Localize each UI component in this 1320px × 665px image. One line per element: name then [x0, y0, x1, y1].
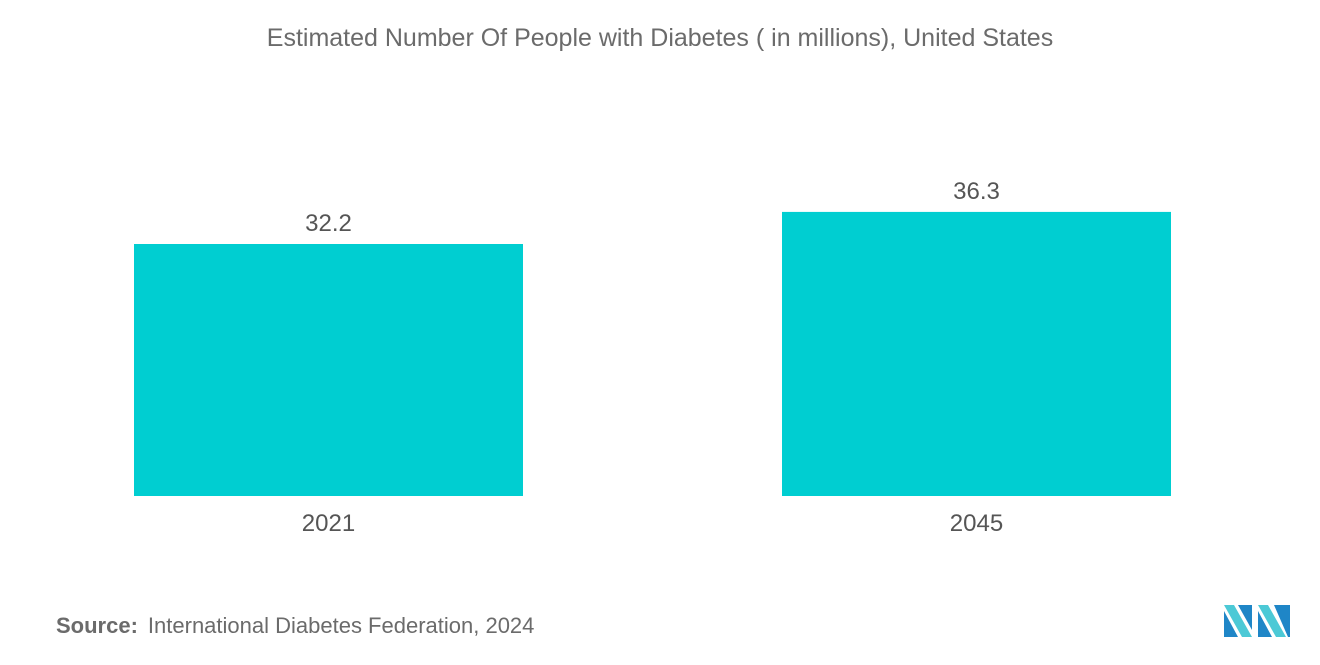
source-label: Source: [56, 613, 138, 638]
category-label: 2045 [950, 510, 1003, 537]
category-label: 2021 [302, 510, 355, 537]
chart-title: Estimated Number Of People with Diabetes… [266, 24, 1054, 52]
value-label: 36.3 [953, 178, 1000, 205]
company-logo [1224, 605, 1290, 637]
bar-2021 [134, 244, 523, 496]
value-label: 32.2 [305, 210, 352, 237]
bar-chart: 32.2 2021 36.3 2045 [134, 178, 1171, 537]
bar-2045 [782, 211, 1171, 497]
source-note: Source: International Diabetes Federation… [56, 613, 534, 639]
source-text: International Diabetes Federation, 2024 [147, 613, 535, 638]
